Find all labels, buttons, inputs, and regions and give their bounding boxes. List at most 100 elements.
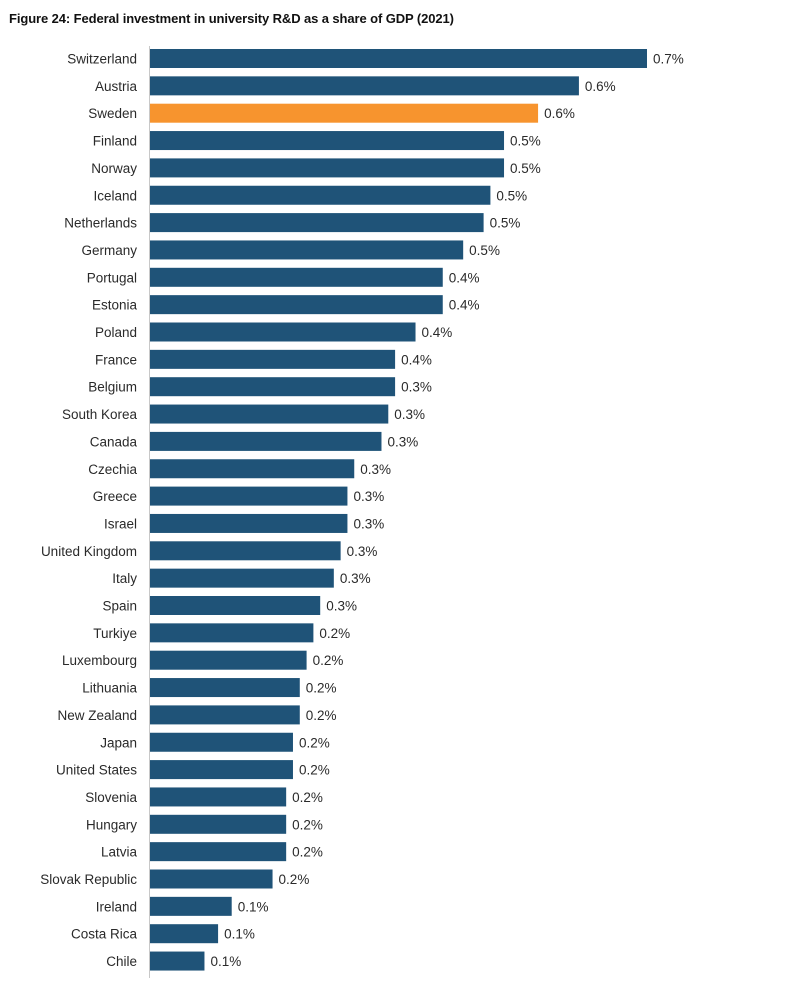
bar <box>150 322 416 342</box>
bar <box>150 869 273 889</box>
value-label: 0.6% <box>544 106 575 121</box>
bar <box>150 541 341 561</box>
value-label: 0.3% <box>353 489 384 504</box>
bar <box>150 404 389 424</box>
category-label: Japan <box>100 735 137 750</box>
bar <box>150 678 300 698</box>
value-label: 0.4% <box>401 352 432 367</box>
value-label: 0.2% <box>313 653 344 668</box>
category-label: Switzerland <box>67 52 137 67</box>
bar <box>150 760 293 780</box>
bar <box>150 431 382 451</box>
category-label: Norway <box>91 161 137 176</box>
category-label: United States <box>56 763 137 778</box>
bar <box>150 787 287 807</box>
category-label: Netherlands <box>64 216 137 231</box>
category-label: Turkiye <box>93 626 137 641</box>
bar <box>150 158 505 178</box>
category-label: Canada <box>90 434 138 449</box>
bar <box>150 103 539 123</box>
value-label: 0.3% <box>387 434 418 449</box>
value-label: 0.4% <box>449 270 480 285</box>
category-label: Latvia <box>101 845 138 860</box>
bar <box>150 814 287 834</box>
category-label: Costa Rica <box>71 927 138 942</box>
value-label: 0.2% <box>306 681 337 696</box>
value-label: 0.2% <box>306 708 337 723</box>
bar <box>150 951 205 971</box>
value-label: 0.5% <box>469 243 500 258</box>
category-label: Estonia <box>92 298 138 313</box>
category-label: Slovenia <box>85 790 137 805</box>
bar <box>150 213 484 233</box>
category-label: Greece <box>93 489 137 504</box>
bar <box>150 267 443 287</box>
bar <box>150 240 464 260</box>
value-label: 0.5% <box>490 216 521 231</box>
category-label: Slovak Republic <box>40 872 137 887</box>
value-label: 0.3% <box>347 544 378 559</box>
category-label: Italy <box>112 571 137 586</box>
bar <box>150 295 443 315</box>
category-label: Chile <box>106 954 137 969</box>
category-label: Iceland <box>93 188 137 203</box>
category-label: France <box>95 352 137 367</box>
bar <box>150 513 348 533</box>
bar <box>150 349 396 369</box>
bar <box>150 650 307 670</box>
category-label: Finland <box>93 134 137 149</box>
value-label: 0.3% <box>340 571 371 586</box>
bar <box>150 896 232 916</box>
category-label: Austria <box>95 79 138 94</box>
category-label: Israel <box>104 516 137 531</box>
value-label: 0.5% <box>496 188 527 203</box>
value-label: 0.3% <box>401 380 432 395</box>
bar <box>150 377 396 397</box>
value-label: 0.1% <box>210 954 241 969</box>
category-label: South Korea <box>62 407 138 422</box>
category-label: Belgium <box>88 380 137 395</box>
category-label: United Kingdom <box>41 544 137 559</box>
value-label: 0.5% <box>510 134 541 149</box>
category-label: Czechia <box>88 462 137 477</box>
value-label: 0.2% <box>299 735 330 750</box>
bar <box>150 185 491 205</box>
bar <box>150 842 287 862</box>
category-label: Sweden <box>88 106 137 121</box>
bar <box>150 486 348 506</box>
value-label: 0.6% <box>585 79 616 94</box>
category-label: Lithuania <box>82 681 137 696</box>
value-label: 0.4% <box>449 298 480 313</box>
value-label: 0.2% <box>299 763 330 778</box>
bar <box>150 705 300 725</box>
bar <box>150 623 314 643</box>
value-label: 0.1% <box>224 927 255 942</box>
bar <box>150 924 219 944</box>
bar <box>150 131 505 151</box>
category-label: Ireland <box>96 899 137 914</box>
bar <box>150 459 355 479</box>
value-label: 0.2% <box>292 845 323 860</box>
value-label: 0.1% <box>238 899 269 914</box>
value-label: 0.2% <box>279 872 310 887</box>
chart-title: Figure 24: Federal investment in univers… <box>9 11 454 26</box>
value-label: 0.3% <box>394 407 425 422</box>
value-label: 0.3% <box>326 599 357 614</box>
bar <box>150 49 647 68</box>
value-label: 0.5% <box>510 161 541 176</box>
value-label: 0.3% <box>360 462 391 477</box>
value-label: 0.7% <box>653 52 684 67</box>
category-label: Hungary <box>86 817 137 832</box>
category-label: Germany <box>81 243 137 258</box>
bars-group: Switzerland 0.7% Austria 0.6% Sweden 0.6% Finl… <box>40 49 684 971</box>
bar <box>150 596 321 615</box>
category-label: New Zealand <box>57 708 137 723</box>
value-label: 0.2% <box>292 790 323 805</box>
bar <box>150 732 293 752</box>
value-label: 0.2% <box>292 817 323 832</box>
category-label: Poland <box>95 325 137 340</box>
category-label: Luxembourg <box>62 653 137 668</box>
bar <box>150 568 334 588</box>
value-label: 0.3% <box>353 516 384 531</box>
